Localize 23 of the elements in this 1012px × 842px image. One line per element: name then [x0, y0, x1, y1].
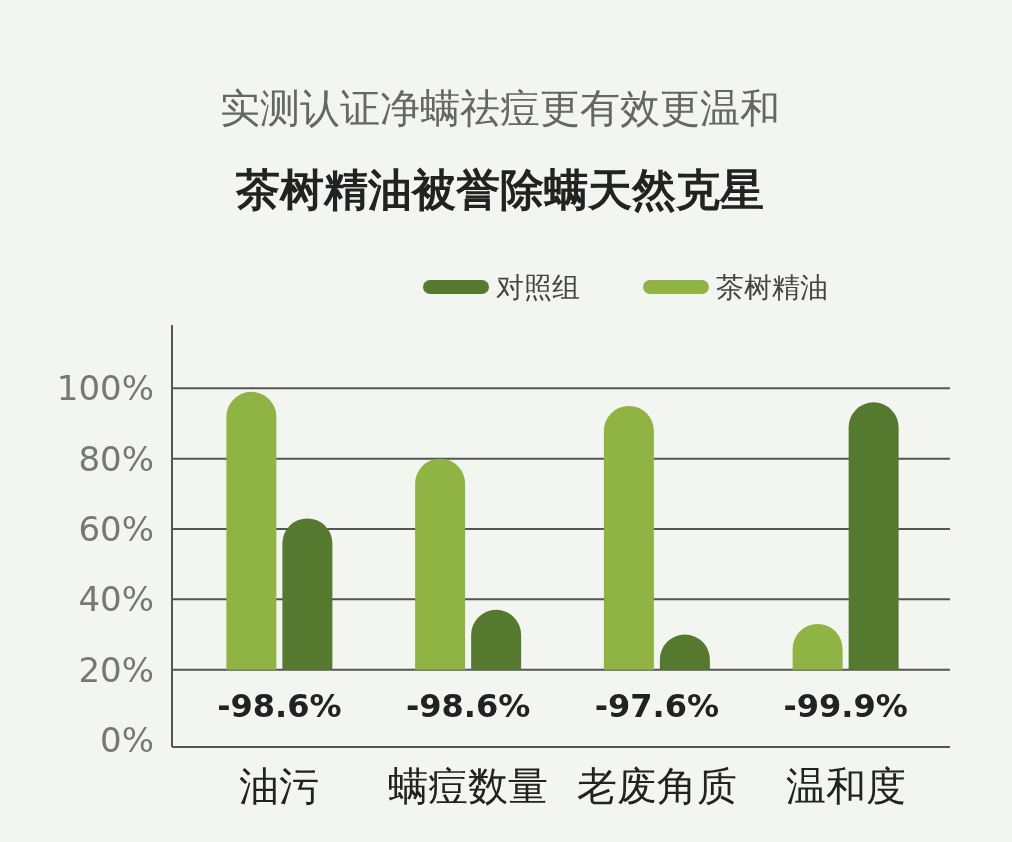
annotation: -98.6%	[405, 686, 531, 725]
chart-title: 实测认证净螨祛痘更有效更温和	[220, 85, 780, 131]
bar	[415, 458, 466, 670]
chart-subtitle: 茶树精油被誉除螨天然克星	[235, 164, 764, 215]
x-tick-label: 油污	[239, 763, 320, 809]
y-tick-label: 40%	[78, 579, 154, 620]
y-tick-label: 80%	[78, 438, 154, 479]
annotation: -98.6%	[217, 686, 342, 725]
y-tick-label: 100%	[56, 368, 154, 409]
y-tick-label: 0%	[100, 720, 154, 760]
annotation: -99.9%	[783, 686, 908, 725]
annotation: -97.6%	[594, 686, 720, 725]
y-tick-label: 60%	[78, 508, 154, 549]
legend-label: 对照组	[496, 271, 580, 304]
x-tick-label: 螨痘数量	[388, 763, 549, 809]
legend-label: 茶树精油	[716, 271, 828, 304]
bar	[848, 402, 899, 670]
bar	[226, 391, 277, 670]
y-tick-label: 20%	[78, 649, 154, 690]
x-tick-label: 温和度	[785, 763, 906, 809]
bar	[282, 518, 333, 670]
x-tick-label: 老废角质	[576, 763, 737, 809]
bar	[603, 405, 654, 670]
